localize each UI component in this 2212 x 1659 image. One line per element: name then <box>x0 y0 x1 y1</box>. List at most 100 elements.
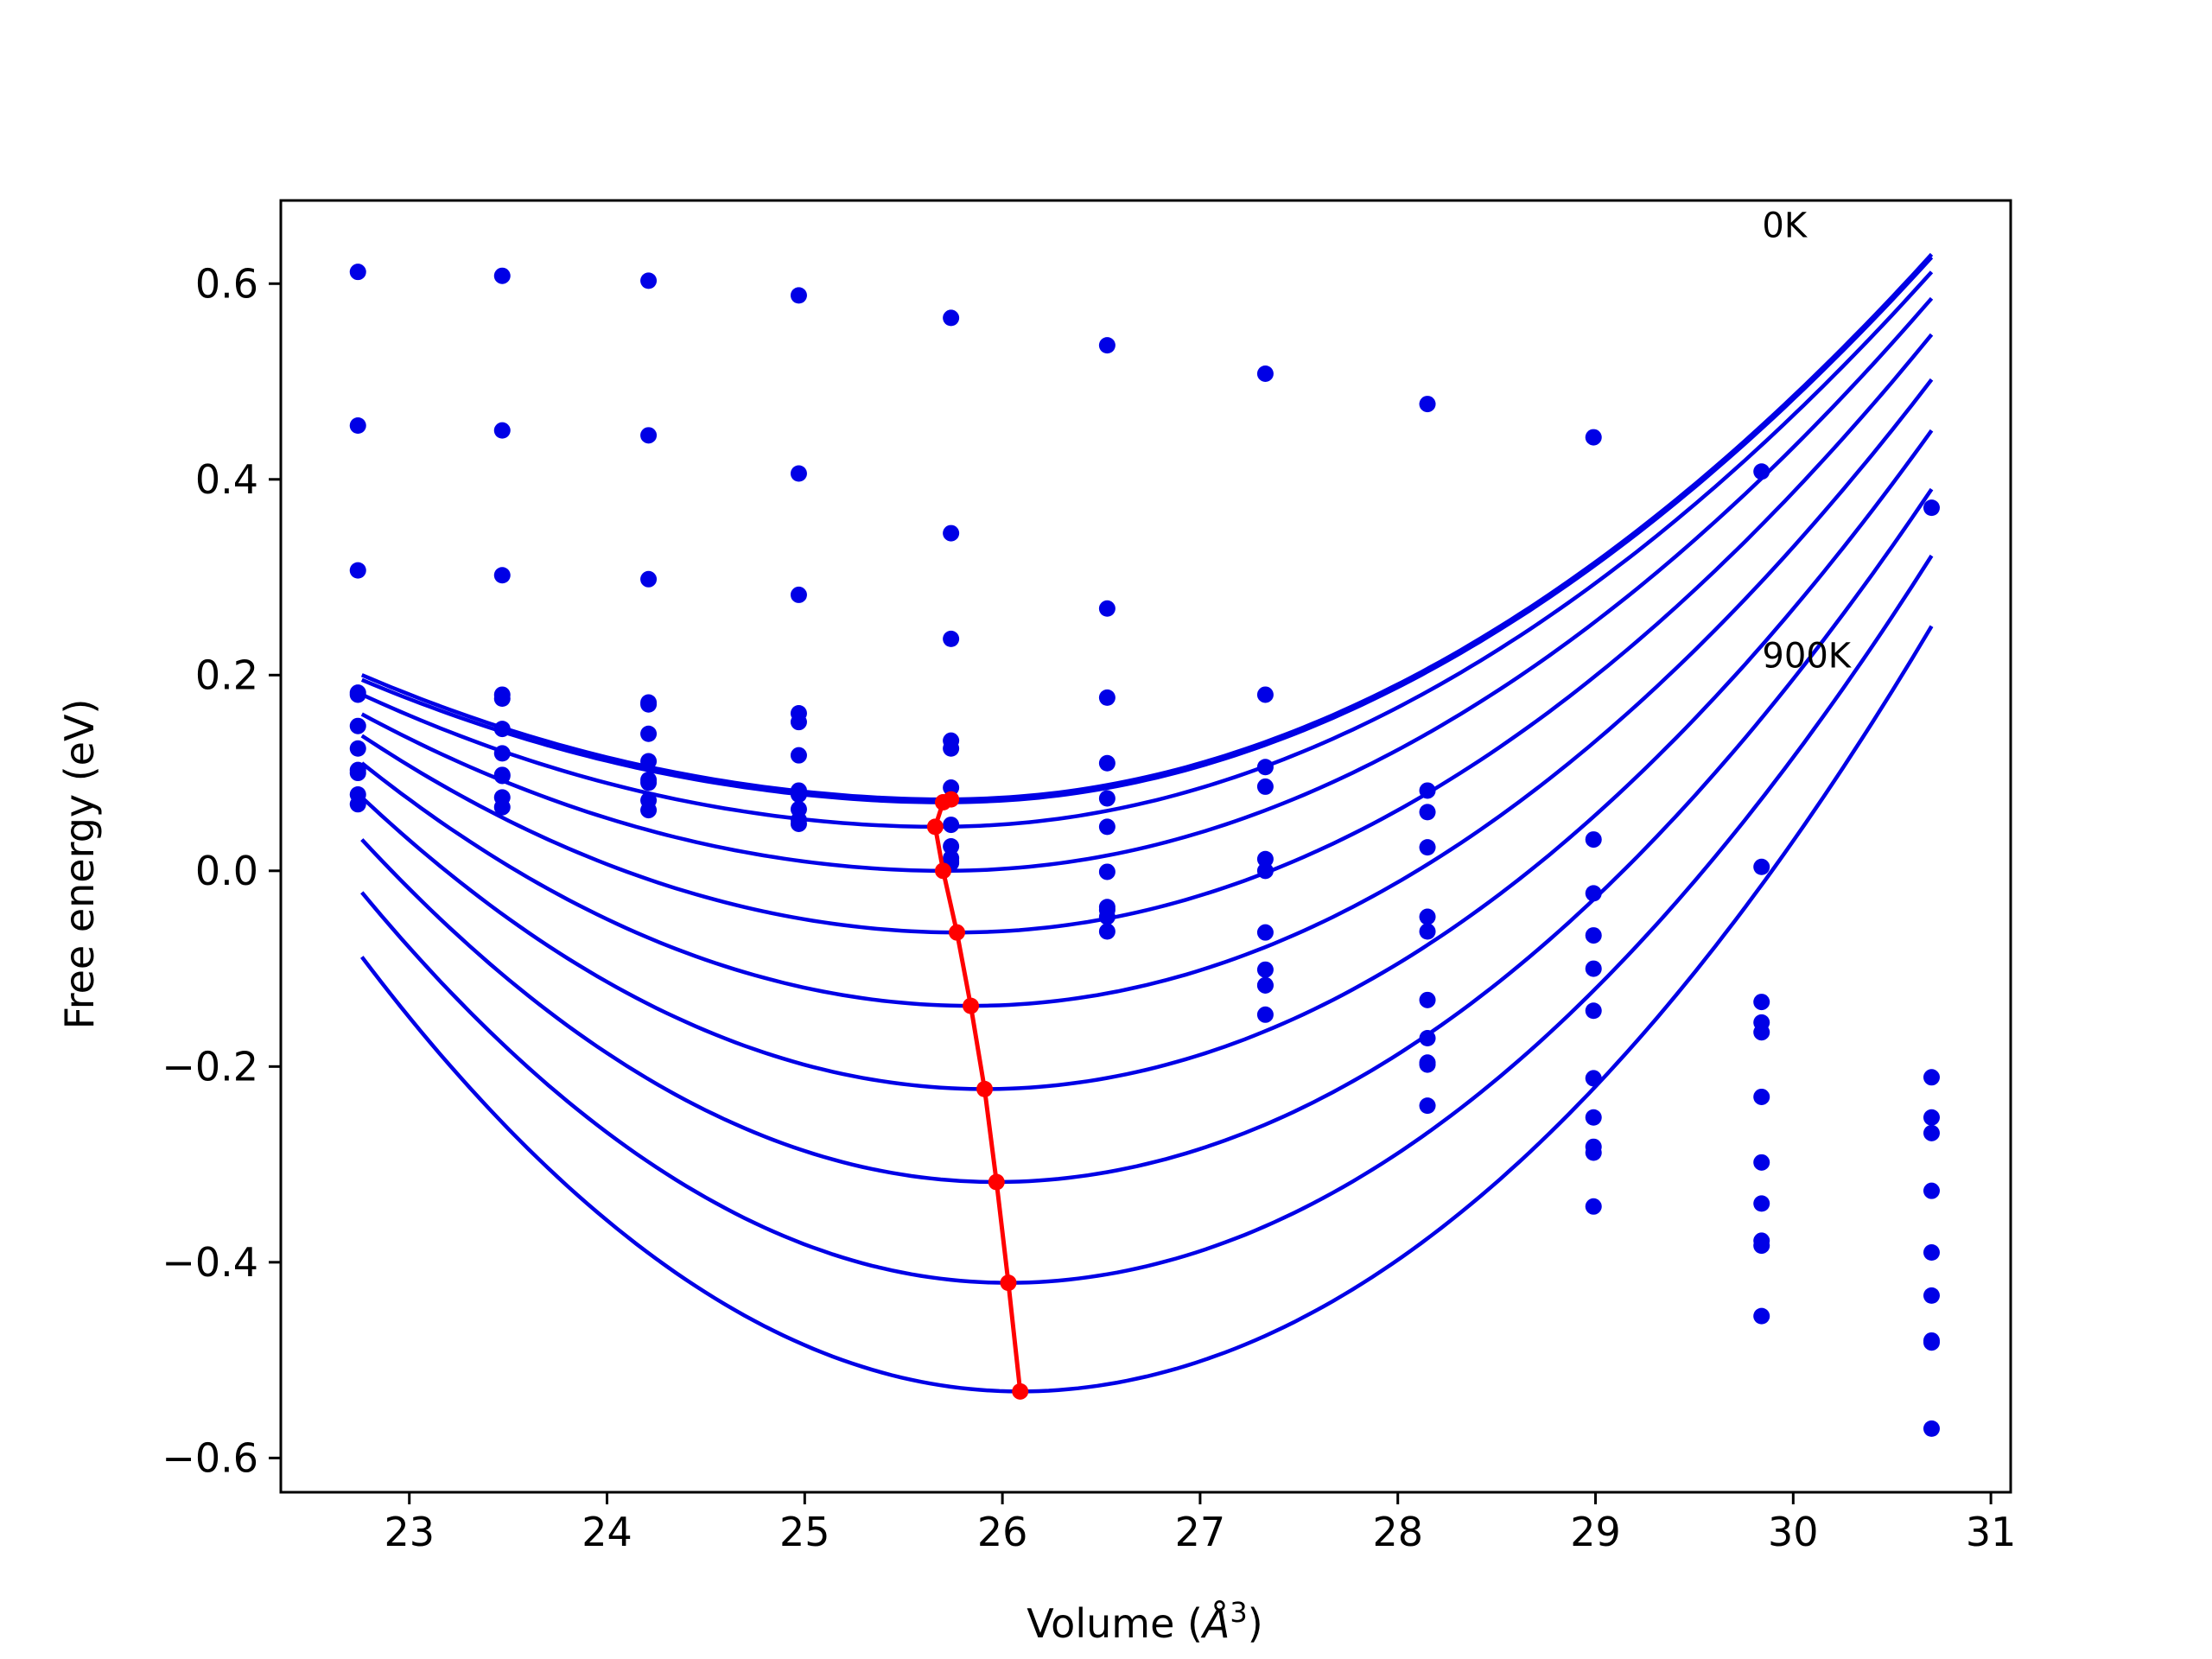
data-point <box>1585 1198 1602 1215</box>
data-point <box>1923 1182 1940 1199</box>
data-point <box>1923 1109 1940 1126</box>
data-point <box>349 264 366 281</box>
x-tick-label: 24 <box>582 1509 632 1555</box>
data-point <box>943 309 960 327</box>
data-point <box>640 725 658 742</box>
fit-curve <box>360 487 1934 1185</box>
y-tick-label: 0.0 <box>195 848 258 894</box>
data-point <box>1585 960 1602 977</box>
data-point <box>1585 1002 1602 1020</box>
data-point <box>1753 1154 1770 1171</box>
data-point <box>1923 1244 1940 1262</box>
data-point <box>493 422 511 439</box>
data-point <box>1098 923 1116 940</box>
data-point <box>349 765 366 782</box>
x-axis-label-symbol: Å <box>1200 1600 1230 1647</box>
data-point <box>1098 790 1116 807</box>
x-tick-label: 26 <box>977 1509 1028 1555</box>
data-point <box>349 686 366 703</box>
data-point <box>349 416 366 434</box>
data-point <box>1419 396 1436 413</box>
x-tick-label: 25 <box>779 1509 830 1555</box>
data-point <box>1256 759 1274 776</box>
data-point <box>1753 463 1770 480</box>
data-point <box>640 802 658 819</box>
data-point <box>1923 1069 1940 1086</box>
y-tick-label: 0.4 <box>195 456 258 503</box>
minimum-point <box>988 1173 1005 1191</box>
data-point <box>493 745 511 762</box>
data-points <box>349 264 1940 1437</box>
y-tick-label: 0.2 <box>195 652 258 698</box>
minimum-point <box>934 862 951 880</box>
data-point <box>640 753 658 770</box>
data-point <box>1098 754 1116 772</box>
minimum-point <box>1012 1382 1029 1400</box>
fit-curve <box>360 429 1934 1091</box>
data-point <box>1585 1109 1602 1126</box>
x-axis-label-text: Volume ( <box>1027 1600 1203 1647</box>
data-point <box>790 287 807 304</box>
data-point <box>1256 778 1274 795</box>
data-point <box>943 524 960 542</box>
x-tick-label: 30 <box>1768 1509 1819 1555</box>
data-point <box>1256 976 1274 994</box>
data-point <box>1923 1124 1940 1141</box>
data-point <box>1419 839 1436 856</box>
data-point <box>790 815 807 832</box>
data-point <box>493 690 511 707</box>
fit-curves <box>360 252 1934 1394</box>
data-point <box>1585 429 1602 446</box>
x-axis-ticks: 23 24 25 26 27 28 29 30 31 <box>384 1492 2016 1555</box>
data-point <box>1585 1138 1602 1155</box>
data-point <box>943 779 960 797</box>
data-point <box>790 586 807 603</box>
data-point <box>1098 818 1116 836</box>
minimum-point <box>963 997 980 1014</box>
data-point <box>1256 862 1274 880</box>
x-tick-label: 27 <box>1175 1509 1226 1555</box>
data-point <box>1585 885 1602 902</box>
data-point <box>1753 1195 1770 1212</box>
fit-curve <box>360 252 1934 802</box>
x-tick-label: 31 <box>1966 1509 2017 1555</box>
data-point <box>943 630 960 647</box>
data-point <box>493 267 511 284</box>
data-point <box>943 817 960 834</box>
fit-curve <box>360 270 1934 830</box>
data-point <box>1419 1029 1436 1046</box>
y-tick-label: −0.6 <box>162 1434 258 1481</box>
data-point <box>1098 600 1116 617</box>
data-point <box>1256 961 1274 978</box>
x-tick-label: 23 <box>384 1509 435 1555</box>
minimum-line <box>926 791 1029 1400</box>
data-point <box>1753 994 1770 1011</box>
y-axis-ticks: −0.6 −0.4 −0.2 0.0 0.2 0.4 0.6 <box>162 260 281 1481</box>
data-point <box>1923 1287 1940 1304</box>
data-point <box>1419 991 1436 1008</box>
data-point <box>640 694 658 711</box>
fit-curve <box>360 554 1934 1285</box>
data-point <box>943 838 960 855</box>
data-point <box>1256 686 1274 703</box>
data-point <box>640 427 658 444</box>
data-point <box>1585 927 1602 944</box>
data-point <box>1753 1232 1770 1249</box>
data-point <box>1256 1006 1274 1023</box>
minimum-line-path <box>932 797 1023 1392</box>
data-point <box>1419 782 1436 799</box>
data-point <box>1923 1332 1940 1349</box>
fit-curve <box>360 296 1934 874</box>
data-point <box>1256 365 1274 382</box>
data-point <box>790 704 807 721</box>
data-point <box>1585 831 1602 849</box>
data-point <box>790 782 807 799</box>
data-point <box>1419 1097 1436 1115</box>
minimum-point <box>948 924 965 941</box>
data-point <box>349 740 366 757</box>
fit-curve <box>360 256 1934 804</box>
data-point <box>1098 337 1116 354</box>
data-point <box>1098 899 1116 916</box>
x-tick-label: 29 <box>1570 1509 1621 1555</box>
